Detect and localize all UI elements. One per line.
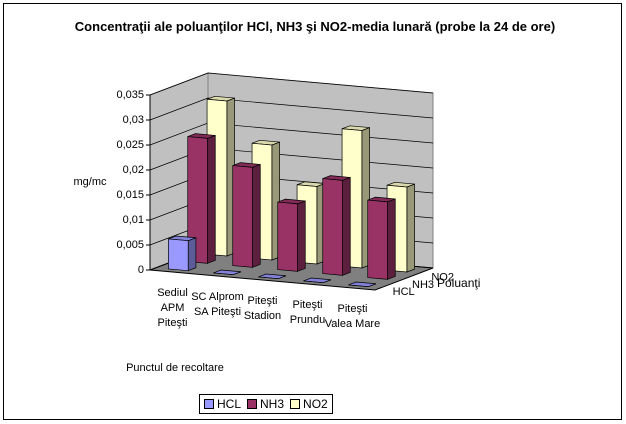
bar-side [187, 237, 197, 272]
legend-item: NH3 [247, 397, 284, 411]
legend-swatch [247, 399, 258, 409]
y-tick-label: 0 [138, 264, 144, 276]
y-tick-label: 0,02 [123, 164, 144, 176]
bar [367, 199, 388, 280]
y-axis-title: mg/mc [74, 176, 108, 188]
bar [168, 238, 189, 272]
grid-line [149, 97, 434, 121]
legend-item: NO2 [290, 397, 328, 411]
legend-label: NO2 [303, 397, 328, 411]
x-tick-label: Piteşti Stadion [243, 295, 282, 322]
legend-swatch [290, 399, 301, 409]
x-tick-label: SC Alprom SA Piteşti [191, 291, 244, 318]
depth-tick-label: HCL [393, 286, 415, 298]
y-tick-label: 0,025 [116, 139, 144, 151]
legend-item: HCL [204, 397, 241, 411]
depth-tick-label: NH3 [412, 279, 434, 291]
bar [348, 284, 369, 288]
bar [187, 136, 208, 264]
x-tick-label: Piteşti Valea Mare [324, 303, 381, 330]
bar-side [406, 183, 415, 273]
bar [303, 280, 324, 284]
bar-side [297, 200, 306, 272]
legend: HCL NH3 NO2 [199, 394, 333, 414]
bar-side [207, 134, 216, 264]
x-tick-label: Piteşti Prundu [289, 299, 326, 326]
bar-side [342, 176, 351, 276]
y-tick-label: 0,035 [116, 89, 144, 101]
bar [258, 276, 279, 280]
depth-axis-title: Poluanţi [437, 276, 480, 290]
bar [232, 165, 253, 268]
depth-tick-label: NO2 [431, 272, 454, 284]
grid-line [149, 72, 434, 96]
legend-label: HCL [217, 397, 242, 411]
x-axis-title: Punctul de recoltare [126, 362, 224, 374]
y-tick-label: 0,005 [116, 239, 144, 251]
bar [213, 272, 234, 276]
bar-side [252, 163, 261, 268]
chart-title: Concentraţii ale poluanţilor HCl, NH3 şi… [74, 19, 556, 34]
bar [277, 201, 298, 272]
y-tick-label: 0,015 [116, 189, 144, 201]
legend-label: NH3 [260, 397, 285, 411]
x-tick-label: Sediul APM Piteşti [157, 287, 188, 329]
bar-side [387, 198, 396, 280]
y-tick-label: 0,01 [123, 214, 144, 226]
y-tick-label: 0,03 [123, 114, 144, 126]
bar [322, 178, 343, 276]
legend-swatch [204, 399, 214, 409]
